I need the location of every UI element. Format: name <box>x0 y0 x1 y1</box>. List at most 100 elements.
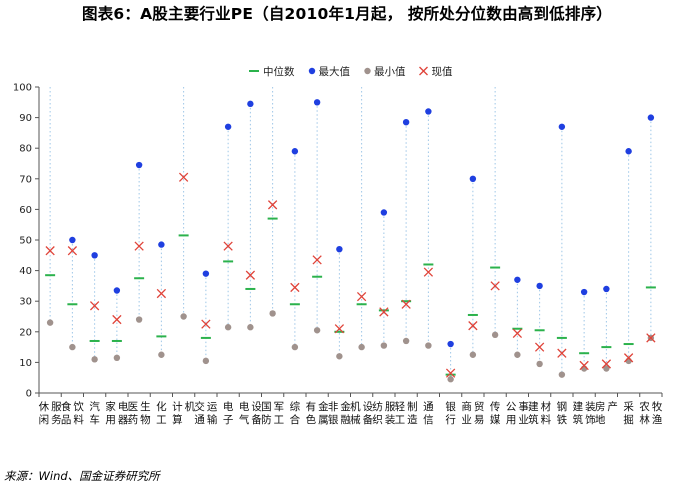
min-point <box>425 342 432 349</box>
current-mark <box>334 324 345 334</box>
x-category-char: 车 <box>89 413 100 426</box>
legend-label: 现值 <box>432 65 453 78</box>
min-point <box>380 342 388 349</box>
current-mark <box>401 299 411 309</box>
x-category-char: 气 <box>239 413 250 426</box>
x-category-char: 建 <box>528 400 539 413</box>
x-category-char: 汽 <box>89 400 100 413</box>
x-category-char: 料 <box>541 413 552 426</box>
range-lines <box>49 87 652 380</box>
legend-swatch <box>364 67 371 75</box>
x-category-char: 休 <box>39 401 50 413</box>
x-category-char: 国 <box>261 401 272 413</box>
min-point <box>469 351 477 358</box>
x-category-label: 化工 <box>156 400 167 426</box>
x-category-char: 食 <box>61 400 72 413</box>
x-category-label: 银行 <box>445 400 456 426</box>
x-category-char: 饰 <box>585 413 596 426</box>
data-marks <box>45 99 656 383</box>
max-point <box>647 114 655 121</box>
max-point <box>135 161 143 169</box>
max-point <box>469 175 477 182</box>
legend-item: 中位数 <box>249 65 295 78</box>
current-mark <box>134 241 144 251</box>
x-category-char: 业 <box>461 414 472 426</box>
x-category-char: 工 <box>274 414 285 426</box>
max-point <box>91 252 98 259</box>
current-mark-stroke <box>557 348 567 358</box>
y-tick-label: 80 <box>19 144 32 155</box>
current-mark-stroke <box>290 282 300 293</box>
x-category-char: 钢 <box>557 400 568 413</box>
min-point <box>491 331 499 339</box>
x-category-char: 防 <box>261 413 272 426</box>
x-category-char: 设 <box>251 401 262 413</box>
current-mark-stroke <box>579 360 589 371</box>
x-category-char: 轻 <box>395 400 406 413</box>
x-category-char: 筑 <box>573 413 584 426</box>
legend-label: 中位数 <box>263 65 295 78</box>
current-mark-stroke <box>223 241 233 251</box>
x-category-char: 融 <box>340 414 351 426</box>
x-category-char: 设 <box>363 401 374 413</box>
min-point <box>91 356 98 363</box>
min-point <box>135 316 143 323</box>
current-mark <box>267 200 278 210</box>
legend-item: 最大值 <box>308 65 350 78</box>
x-category-char: 制 <box>407 400 418 413</box>
x-category-char: 饮 <box>73 400 84 413</box>
min-point <box>291 343 299 351</box>
min-point <box>603 365 610 372</box>
max-point <box>69 236 76 244</box>
x-category-char: 电 <box>223 400 234 413</box>
legend-swatch <box>308 67 316 75</box>
max-point <box>447 340 454 348</box>
max-point <box>580 288 588 296</box>
x-category-char: 材 <box>541 400 552 413</box>
x-category-char: 服 <box>385 401 396 413</box>
y-tick-label: 60 <box>19 205 32 216</box>
x-category-char: 医 <box>128 401 139 413</box>
x-category-char: 械 <box>350 413 361 426</box>
x-category-char: 贸 <box>474 401 485 413</box>
y-tick-label: 100 <box>13 83 32 94</box>
x-category-char: 牧 <box>652 400 663 413</box>
max-point <box>514 276 521 283</box>
current-mark-stroke <box>156 288 167 299</box>
x-category-char: 织 <box>372 414 383 426</box>
y-tick-label: 70 <box>19 174 32 185</box>
max-point <box>291 148 299 155</box>
x-category-char: 化 <box>156 400 167 413</box>
current-mark-stroke <box>534 342 545 352</box>
x-category-char: 筑 <box>528 413 539 426</box>
x-category-char: 易 <box>474 414 485 426</box>
legend: 中位数 最大值 最小值 现值 <box>249 65 453 78</box>
x-category-char: 银 <box>328 413 339 426</box>
y-tick-label: 20 <box>19 327 32 338</box>
min-point <box>69 343 76 351</box>
min-point <box>269 310 276 317</box>
x-category-char: 交 <box>194 400 205 413</box>
x-category-char: 装 <box>585 400 596 413</box>
x-category-char: 机 <box>185 400 196 413</box>
current-mark-stroke <box>423 267 434 277</box>
x-category-char: 合 <box>290 413 301 426</box>
x-category-char: 用 <box>506 414 517 426</box>
current-mark <box>557 348 567 358</box>
max-point <box>603 285 610 293</box>
current-mark <box>156 288 167 299</box>
x-category-char: 装 <box>385 413 396 426</box>
x-category-char: 非 <box>328 401 339 413</box>
current-mark-stroke <box>112 314 122 325</box>
x-category-char: 信 <box>423 414 434 426</box>
x-category-char: 造 <box>407 413 418 426</box>
x-category-char: 闲 <box>39 413 50 426</box>
